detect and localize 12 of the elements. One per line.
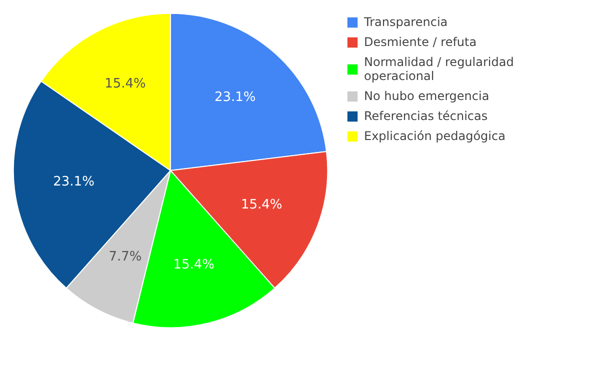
legend-label: Transparencia bbox=[364, 15, 448, 29]
legend-label: Referencias técnicas bbox=[364, 109, 488, 123]
legend-label: No hubo emergencia bbox=[364, 89, 490, 103]
data-label: 7.7% bbox=[108, 249, 142, 264]
legend-label: Desmiente / refuta bbox=[364, 35, 477, 49]
data-label: 15.4% bbox=[173, 258, 214, 273]
legend-label: Explicación pedagógica bbox=[364, 129, 506, 143]
data-label: 23.1% bbox=[214, 90, 256, 106]
data-label: 15.4% bbox=[240, 198, 282, 213]
data-label: 15.4% bbox=[104, 76, 146, 92]
data-label: 23.1% bbox=[53, 174, 94, 190]
legend-label: Normalidad / regularidad operacional bbox=[364, 55, 514, 83]
